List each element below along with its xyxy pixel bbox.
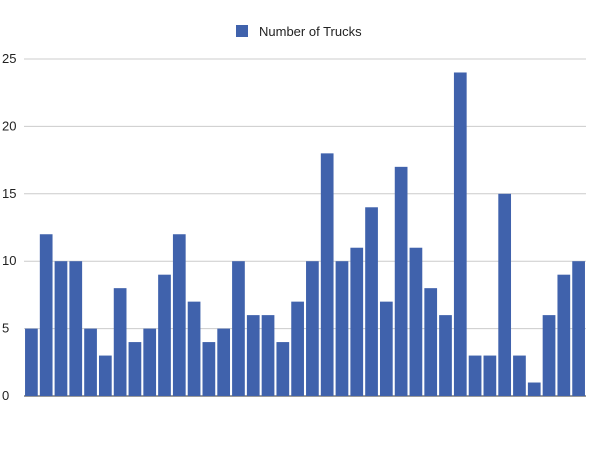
bars <box>25 72 585 396</box>
bar <box>424 288 438 396</box>
bar <box>98 355 112 396</box>
bar <box>113 288 127 396</box>
bar <box>261 315 275 396</box>
bar <box>306 261 319 396</box>
bar <box>453 72 467 396</box>
bar <box>54 261 68 396</box>
bar <box>379 301 393 396</box>
y-axis-tick-labels: 0 5 10 15 20 25 <box>2 51 16 403</box>
bar <box>557 274 571 396</box>
y-tick-label: 25 <box>2 51 16 66</box>
legend-swatch <box>236 25 248 37</box>
bar <box>468 355 482 396</box>
bar <box>409 247 423 396</box>
bar <box>246 315 260 396</box>
y-tick-label: 15 <box>2 186 16 201</box>
bar <box>527 382 541 396</box>
bar <box>276 342 290 396</box>
bar <box>542 315 556 396</box>
bar <box>365 207 378 396</box>
bar <box>232 261 245 396</box>
bar <box>350 247 364 396</box>
bar <box>335 261 349 396</box>
bar <box>498 193 512 396</box>
y-tick-label: 10 <box>2 253 16 268</box>
y-tick-label: 20 <box>2 118 16 133</box>
legend-label: Number of Trucks <box>259 24 362 39</box>
bar <box>172 234 186 396</box>
legend: Number of Trucks <box>236 24 362 39</box>
bar <box>84 328 97 396</box>
bar <box>187 301 201 396</box>
bar <box>394 166 408 396</box>
bar <box>291 301 304 396</box>
y-tick-label: 0 <box>2 388 9 403</box>
bar <box>128 342 142 396</box>
bar <box>217 328 231 396</box>
y-tick-label: 5 <box>2 321 9 336</box>
bar <box>143 328 157 396</box>
bar <box>513 355 526 396</box>
bar <box>69 261 83 396</box>
bar <box>439 315 452 396</box>
bar <box>202 342 216 396</box>
bar <box>25 328 38 396</box>
bar <box>39 234 53 396</box>
bar <box>320 153 334 396</box>
bar <box>483 355 497 396</box>
bar <box>158 274 171 396</box>
bar <box>572 261 585 396</box>
